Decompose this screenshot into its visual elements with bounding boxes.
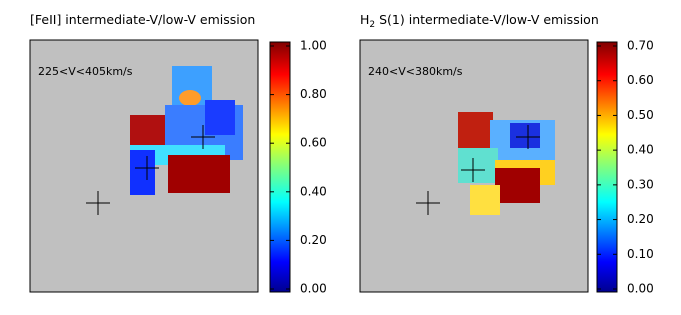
title-part: H	[360, 12, 369, 27]
tick-label: 1.00	[300, 39, 327, 53]
map-2	[359, 39, 589, 293]
title-part: [FeII] intermediate-V/low-V emission	[30, 12, 255, 27]
velocity-label: 225<V<405km/s	[38, 65, 133, 78]
panel-title: [FeII] intermediate-V/low-V emission	[30, 12, 255, 27]
tick-label: 0.40	[627, 143, 654, 157]
colorbar	[596, 41, 618, 293]
map-1	[29, 39, 259, 293]
tick-label: 0.10	[627, 247, 654, 261]
colorbar	[269, 41, 291, 293]
tick-label: 0.60	[627, 73, 654, 87]
tick-label: 0.60	[300, 136, 327, 150]
panel-title: H2 S(1) intermediate-V/low-V emission	[360, 12, 599, 30]
tick-label: 0.00	[627, 282, 654, 296]
tick-label: 0.20	[300, 233, 327, 247]
tick-label: 0.00	[300, 282, 327, 296]
tick-label: 0.70	[627, 39, 654, 53]
tick-label: 0.50	[627, 108, 654, 122]
title-part: 2	[369, 20, 375, 30]
tick-label: 0.80	[300, 87, 327, 101]
tick-label: 0.30	[627, 177, 654, 191]
title-part: S(1) intermediate-V/low-V emission	[375, 12, 599, 27]
tick-label: 0.40	[300, 184, 327, 198]
tick-label: 0.20	[627, 212, 654, 226]
velocity-label: 240<V<380km/s	[368, 65, 463, 78]
